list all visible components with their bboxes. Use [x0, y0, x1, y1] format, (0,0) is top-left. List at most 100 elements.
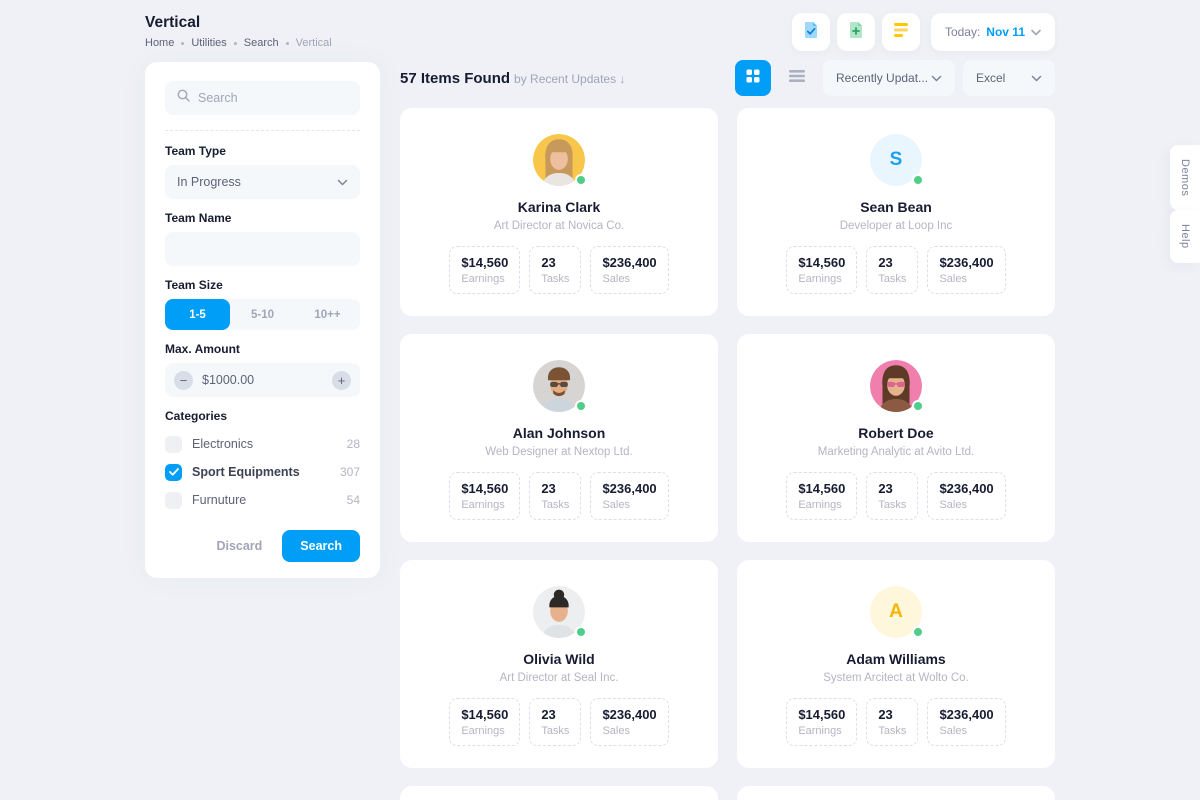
category-label: Sport Equipments [192, 465, 300, 479]
stat-label: Sales [602, 725, 630, 737]
user-name[interactable]: Adam Williams [846, 651, 946, 667]
max-amount-value[interactable]: $1000.00 [202, 373, 255, 387]
stat-value: $236,400 [939, 707, 994, 722]
user-card[interactable]: Robert Doe Marketing Analytic at Avito Lt… [737, 334, 1055, 542]
stat-value: $14,560 [461, 707, 509, 722]
category-row[interactable]: Furnuture 54 [165, 486, 360, 514]
file-lines-icon [891, 20, 911, 45]
user-role: Art Director at Seal Inc. [499, 672, 619, 684]
breadcrumb-item[interactable]: Home [145, 37, 175, 49]
stat-value: 23 [541, 481, 556, 496]
grid-view-button[interactable] [735, 60, 771, 96]
stat-label: Tasks [541, 273, 570, 285]
search-box[interactable] [165, 81, 360, 115]
today-value: Nov 11 [986, 25, 1025, 39]
chevron-down-icon [1031, 25, 1041, 39]
stat-value: 23 [541, 255, 556, 270]
team-size-segment: 1-5 5-10 10++ [165, 299, 360, 330]
search-input[interactable] [198, 91, 348, 105]
checkbox[interactable] [165, 435, 182, 453]
file-plus-button[interactable] [836, 13, 875, 51]
export-select[interactable]: Excel [963, 60, 1055, 96]
category-label: Furnuture [192, 493, 247, 507]
increment-button[interactable]: + [332, 370, 351, 390]
breadcrumb-item[interactable]: Search [243, 37, 279, 49]
today-label: Today: [944, 25, 981, 39]
user-card[interactable]: Alan Johnson Web Designer at Nextop Ltd. $… [400, 334, 718, 542]
user-name[interactable]: Olivia Wild [523, 651, 595, 667]
category-row[interactable]: Sport Equipments 307 [165, 458, 360, 486]
user-card[interactable]: Karina Clark Art Director at Novica Co. $1… [400, 108, 718, 316]
stat-label: Earnings [798, 273, 842, 285]
team-name-box [165, 232, 360, 266]
user-card[interactable]: S Sean Bean Developer at Loop Inc $14,560 Ea… [737, 108, 1055, 316]
max-amount-label: Max. Amount [165, 342, 240, 356]
stat-box: $14,560 Earnings [786, 472, 858, 520]
user-stats: $14,560 Earnings 23 Tasks $236,400 Sales [737, 698, 1055, 746]
page-title: Vertical [145, 14, 201, 31]
breadcrumb-separator-dot [181, 41, 185, 45]
filter-panel: Team Type In Progress Team Name Team Siz… [145, 62, 380, 578]
team-size-option[interactable]: 5-10 [250, 308, 275, 321]
file-check-icon [801, 20, 821, 45]
stat-label: Sales [602, 273, 630, 285]
user-card-partial [400, 786, 718, 800]
stat-box: $14,560 Earnings [449, 472, 521, 520]
stat-label: Earnings [461, 273, 505, 285]
stat-value: 23 [541, 707, 556, 722]
stat-box: $236,400 Sales [927, 698, 1006, 746]
avatar-photo [533, 586, 585, 638]
decrement-button[interactable]: − [174, 370, 193, 390]
file-plus-icon [846, 20, 866, 45]
stat-value: $14,560 [461, 481, 509, 496]
user-name[interactable]: Alan Johnson [512, 425, 606, 441]
online-status-dot [575, 174, 587, 186]
stat-box: $14,560 Earnings [449, 698, 521, 746]
stat-label: Earnings [798, 725, 842, 737]
help-tab[interactable]: Help [1170, 210, 1200, 263]
team-type-select[interactable]: In Progress [165, 165, 360, 199]
stat-box: 23 Tasks [866, 698, 919, 746]
stat-label: Earnings [461, 725, 505, 737]
user-name[interactable]: Robert Doe [858, 425, 934, 441]
team-size-option[interactable]: 1-5 [165, 299, 230, 330]
date-picker-button[interactable]: Today: Nov 11 [930, 13, 1055, 51]
user-name[interactable]: Sean Bean [860, 199, 932, 215]
search-icon [177, 89, 190, 107]
search-button[interactable]: Search [282, 530, 360, 562]
results-count: 57 Items Found [400, 70, 511, 87]
stat-value: $236,400 [602, 481, 657, 496]
breadcrumb: Home Utilities Search Vertical [145, 37, 332, 49]
breadcrumb-item[interactable]: Utilities [191, 37, 227, 49]
file-check-button[interactable] [791, 13, 830, 51]
user-stats: $14,560 Earnings 23 Tasks $236,400 Sales [400, 472, 718, 520]
stat-label: Tasks [878, 499, 907, 511]
stat-label: Tasks [541, 725, 570, 737]
team-size-option[interactable]: 10++ [314, 308, 341, 321]
stat-label: Tasks [541, 499, 570, 511]
online-status-dot [575, 400, 587, 412]
avatar: A [870, 586, 924, 638]
user-name[interactable]: Karina Clark [517, 199, 601, 215]
stat-box: $236,400 Sales [590, 246, 669, 294]
team-name-input[interactable] [165, 232, 360, 266]
breadcrumb-item: Vertical [295, 37, 332, 49]
discard-button[interactable]: Discard [204, 530, 274, 562]
checkbox[interactable] [165, 491, 182, 509]
results-sub: by Recent Updates ↓ [514, 72, 626, 86]
stat-value: $14,560 [461, 255, 509, 270]
file-lines-button[interactable] [881, 13, 920, 51]
user-role: System Arcitect at Wolto Co. [823, 672, 969, 684]
list-view-button[interactable] [779, 60, 815, 96]
category-row[interactable]: Electronics 28 [165, 430, 360, 458]
team-type-label: Team Type [165, 144, 226, 158]
demos-tab[interactable]: Demos [1170, 145, 1200, 211]
avatar-photo [533, 360, 585, 412]
checkbox[interactable] [165, 463, 182, 481]
avatar: S [870, 134, 924, 186]
results-heading: 57 Items Found by Recent Updates ↓ [400, 70, 625, 87]
stat-box: $236,400 Sales [927, 246, 1006, 294]
user-card[interactable]: Olivia Wild Art Director at Seal Inc. $14,… [400, 560, 718, 768]
sort-select[interactable]: Recently Updat... [823, 60, 955, 96]
user-card[interactable]: A Adam Williams System Arcitect at Wolto C… [737, 560, 1055, 768]
